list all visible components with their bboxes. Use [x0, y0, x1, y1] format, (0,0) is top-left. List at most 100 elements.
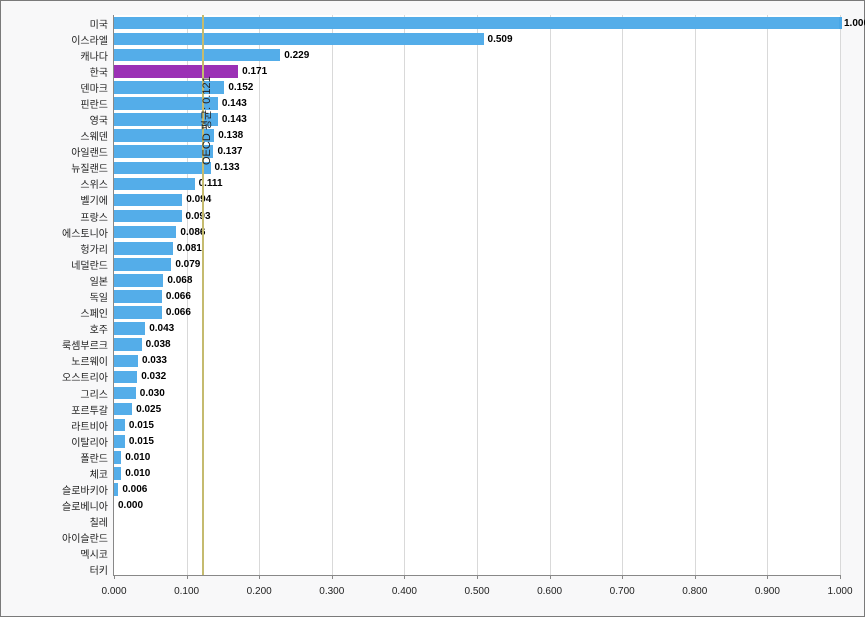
bar-row: 슬로베니아0.000 [114, 499, 840, 512]
bar-value-label: 0.143 [222, 114, 247, 125]
bar [114, 274, 163, 287]
category-label: 칠레 [90, 514, 108, 529]
bar [114, 322, 145, 335]
bar-row: 터키 [114, 564, 840, 577]
x-axis-tick-label: 0.000 [101, 586, 126, 597]
category-label: 노르웨이 [71, 353, 108, 368]
bar-row: 일본0.068 [114, 274, 840, 287]
category-label: 체코 [90, 466, 108, 481]
bar [114, 33, 484, 46]
bar-row: 그리스0.030 [114, 387, 840, 400]
bar [114, 49, 280, 62]
bar-value-label: 0.015 [129, 420, 154, 431]
category-label: 룩셈부르크 [62, 337, 108, 352]
bar-row: 네덜란드0.079 [114, 258, 840, 271]
bar [114, 178, 195, 191]
bar-row: 아일랜드0.137 [114, 145, 840, 158]
bar [114, 435, 125, 448]
bar-row: 오스트리아0.032 [114, 371, 840, 384]
x-axis-tick-label: 0.900 [755, 586, 780, 597]
category-label: 호주 [90, 321, 108, 336]
bar [114, 451, 121, 464]
category-label: 한국 [90, 64, 108, 79]
bar [114, 387, 136, 400]
bar-value-label: 0.138 [218, 130, 243, 141]
bar-row: 라트비아0.015 [114, 419, 840, 432]
category-label: 미국 [90, 16, 108, 31]
bar-value-label: 0.006 [122, 484, 147, 495]
category-label: 멕시코 [80, 546, 108, 561]
x-axis-tick-label: 0.600 [537, 586, 562, 597]
bar-value-label: 0.030 [140, 388, 165, 399]
bar-row: 뉴질랜드0.133 [114, 162, 840, 175]
bar [114, 258, 171, 271]
category-label: 프랑스 [80, 209, 108, 224]
bar-row: 체코0.010 [114, 467, 840, 480]
category-label: 독일 [90, 289, 108, 304]
bar-row: 이탈리아0.015 [114, 435, 840, 448]
category-label: 오스트리아 [62, 369, 108, 384]
bar-row: 에스토니아0.086 [114, 226, 840, 239]
x-axis-tick-label: 0.800 [682, 586, 707, 597]
bar [114, 483, 118, 496]
x-axis-tick-label: 0.100 [174, 586, 199, 597]
bar [114, 419, 125, 432]
category-label: 폴란드 [80, 450, 108, 465]
bar [114, 338, 142, 351]
category-label: 이스라엘 [71, 32, 108, 47]
category-label: 벨기에 [80, 192, 108, 207]
x-axis-tick-label: 0.400 [392, 586, 417, 597]
bar-row: 미국1.000 [114, 17, 840, 30]
category-label: 헝가리 [80, 241, 108, 256]
bar-row: 이스라엘0.509 [114, 33, 840, 46]
x-axis-tick-label: 1.000 [827, 586, 852, 597]
bar-value-label: 0.094 [186, 194, 211, 205]
bar-value-label: 0.152 [228, 82, 253, 93]
bar [114, 17, 840, 30]
bar-row: 스위스0.111 [114, 178, 840, 191]
bar-value-label: 0.010 [125, 468, 150, 479]
bar-value-label: 0.000 [118, 500, 143, 511]
bar [114, 226, 176, 239]
bar [114, 306, 162, 319]
bar-value-label: 0.229 [284, 50, 309, 61]
bar-row: 한국0.171 [114, 65, 840, 78]
bar-value-label: 0.068 [167, 275, 192, 286]
bar [114, 371, 137, 384]
x-tick-mark [840, 575, 841, 579]
bar [114, 242, 173, 255]
x-axis-tick-label: 0.200 [247, 586, 272, 597]
bar [114, 290, 162, 303]
bar-value-label: 0.066 [166, 291, 191, 302]
category-label: 일본 [90, 273, 108, 288]
category-label: 터키 [90, 562, 108, 577]
category-label: 핀란드 [80, 96, 108, 111]
bar-row: 헝가리0.081 [114, 242, 840, 255]
bar-value-label: 0.043 [149, 323, 174, 334]
bar-value-label: 0.015 [129, 436, 154, 447]
bar [114, 355, 138, 368]
category-label: 에스토니아 [62, 225, 108, 240]
bar [114, 467, 121, 480]
bar [114, 194, 182, 207]
bar-row: 슬로바키아0.006 [114, 483, 840, 496]
bar-value-label: 0.133 [215, 162, 240, 173]
bar-value-label: 0.143 [222, 98, 247, 109]
category-label: 라트비아 [71, 418, 108, 433]
category-label: 아일랜드 [71, 144, 108, 159]
x-axis-tick-label: 0.300 [319, 586, 344, 597]
category-label: 아이슬란드 [62, 530, 108, 545]
bar-row: 핀란드0.143 [114, 97, 840, 110]
category-label: 스웨덴 [80, 128, 108, 143]
bar-row: 벨기에0.094 [114, 194, 840, 207]
bar-value-label: 0.081 [177, 243, 202, 254]
category-label: 그리스 [80, 386, 108, 401]
category-label: 뉴질랜드 [71, 160, 108, 175]
bar-value-label: 0.025 [136, 404, 161, 415]
bar-value-label: 0.010 [125, 452, 150, 463]
plot-area: 0.0000.1000.2000.3000.4000.5000.6000.700… [113, 15, 840, 576]
bar [114, 210, 182, 223]
bar-value-label: 1.000 [844, 18, 865, 29]
bar-value-label: 0.509 [488, 34, 513, 45]
bar-row: 스웨덴0.138 [114, 129, 840, 142]
